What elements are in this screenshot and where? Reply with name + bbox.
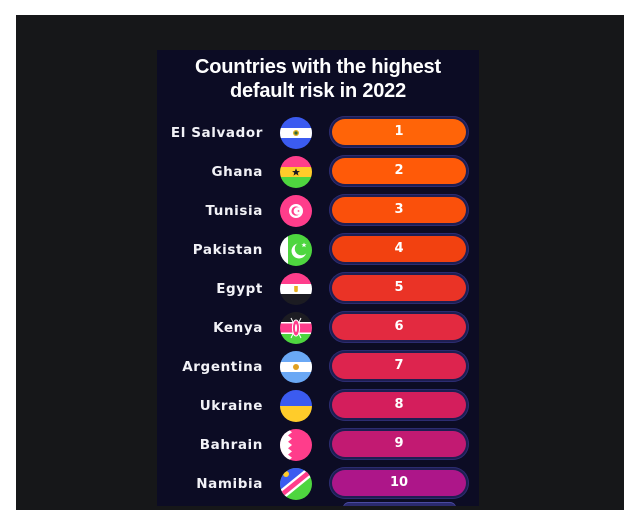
rank-value-label: 5 bbox=[394, 280, 404, 295]
country-label: Ukraine bbox=[199, 398, 263, 414]
chart-title: Countries with the highest default risk … bbox=[157, 55, 479, 103]
ranking-row: Bahrain 9 bbox=[157, 427, 479, 463]
next-row-bar-partial bbox=[343, 502, 456, 506]
rank-bar: 4 bbox=[332, 236, 466, 262]
country-label: Tunisia bbox=[205, 203, 263, 219]
ranking-row: Kenya 6 bbox=[157, 310, 479, 346]
rank-bar: 3 bbox=[332, 197, 466, 223]
ranking-row: Tunisia 3 bbox=[157, 193, 479, 229]
infographic-panel: Countries with the highest default risk … bbox=[157, 50, 479, 506]
argentina-flag-icon bbox=[280, 351, 312, 383]
rank-bar: 5 bbox=[332, 275, 466, 301]
ranking-row: Pakistan 4 bbox=[157, 232, 479, 268]
image-frame: Countries with the highest default risk … bbox=[16, 15, 624, 510]
chart-title-line-1: Countries with the highest bbox=[195, 56, 441, 78]
bahrain-flag-icon bbox=[280, 429, 312, 461]
ranking-row: Namibia 10 bbox=[157, 466, 479, 502]
rank-value-label: 9 bbox=[394, 436, 404, 451]
rank-bar-outline: 3 bbox=[329, 194, 469, 226]
rank-bar-outline: 7 bbox=[329, 350, 469, 382]
egypt-flag-icon bbox=[280, 273, 312, 305]
rank-bar-outline: 6 bbox=[329, 311, 469, 343]
rank-bar: 8 bbox=[332, 392, 466, 418]
rank-bar-outline: 9 bbox=[329, 428, 469, 460]
ranking-row: Argentina 7 bbox=[157, 349, 479, 385]
rank-bar-outline: 1 bbox=[329, 116, 469, 148]
rank-bar: 2 bbox=[332, 158, 466, 184]
rank-value-label: 6 bbox=[394, 319, 404, 334]
rank-bar: 6 bbox=[332, 314, 466, 340]
rank-value-label: 8 bbox=[394, 397, 404, 412]
rank-bar-outline: 2 bbox=[329, 155, 469, 187]
ranking-row: Egypt 5 bbox=[157, 271, 479, 307]
ranking-row: Ghana 2 bbox=[157, 154, 479, 190]
rank-value-label: 4 bbox=[394, 241, 404, 256]
namibia-flag-icon bbox=[280, 468, 312, 500]
country-label: Argentina bbox=[182, 359, 263, 375]
country-label: Namibia bbox=[196, 476, 263, 492]
rank-value-label: 3 bbox=[394, 202, 404, 217]
rank-bar: 9 bbox=[332, 431, 466, 457]
rank-bar: 10 bbox=[332, 470, 466, 496]
rank-bar-outline: 10 bbox=[329, 467, 469, 499]
rank-value-label: 2 bbox=[394, 163, 404, 178]
country-label: Ghana bbox=[211, 164, 263, 180]
country-label: Kenya bbox=[213, 320, 263, 336]
country-label: Pakistan bbox=[192, 242, 263, 258]
rank-value-label: 7 bbox=[394, 358, 404, 373]
rank-bar-outline: 4 bbox=[329, 233, 469, 265]
ranking-row: Ukraine 8 bbox=[157, 388, 479, 424]
country-label: Bahrain bbox=[199, 437, 263, 453]
tunisia-flag-icon bbox=[280, 195, 312, 227]
ranking-row: El Salvador 1 bbox=[157, 115, 479, 151]
country-label: El Salvador bbox=[170, 125, 263, 141]
country-label: Egypt bbox=[216, 281, 263, 297]
el-salvador-flag-icon bbox=[280, 117, 312, 149]
rank-value-label: 10 bbox=[389, 475, 409, 490]
rank-value-label: 1 bbox=[394, 124, 404, 139]
rank-bar-outline: 5 bbox=[329, 272, 469, 304]
pakistan-flag-icon bbox=[280, 234, 312, 266]
rank-bar: 7 bbox=[332, 353, 466, 379]
rank-bar: 1 bbox=[332, 119, 466, 145]
chart-title-line-2: default risk in 2022 bbox=[229, 80, 407, 102]
ghana-flag-icon bbox=[280, 156, 312, 188]
ukraine-flag-icon bbox=[280, 390, 312, 422]
rank-bar-outline: 8 bbox=[329, 389, 469, 421]
kenya-flag-icon bbox=[280, 312, 312, 344]
